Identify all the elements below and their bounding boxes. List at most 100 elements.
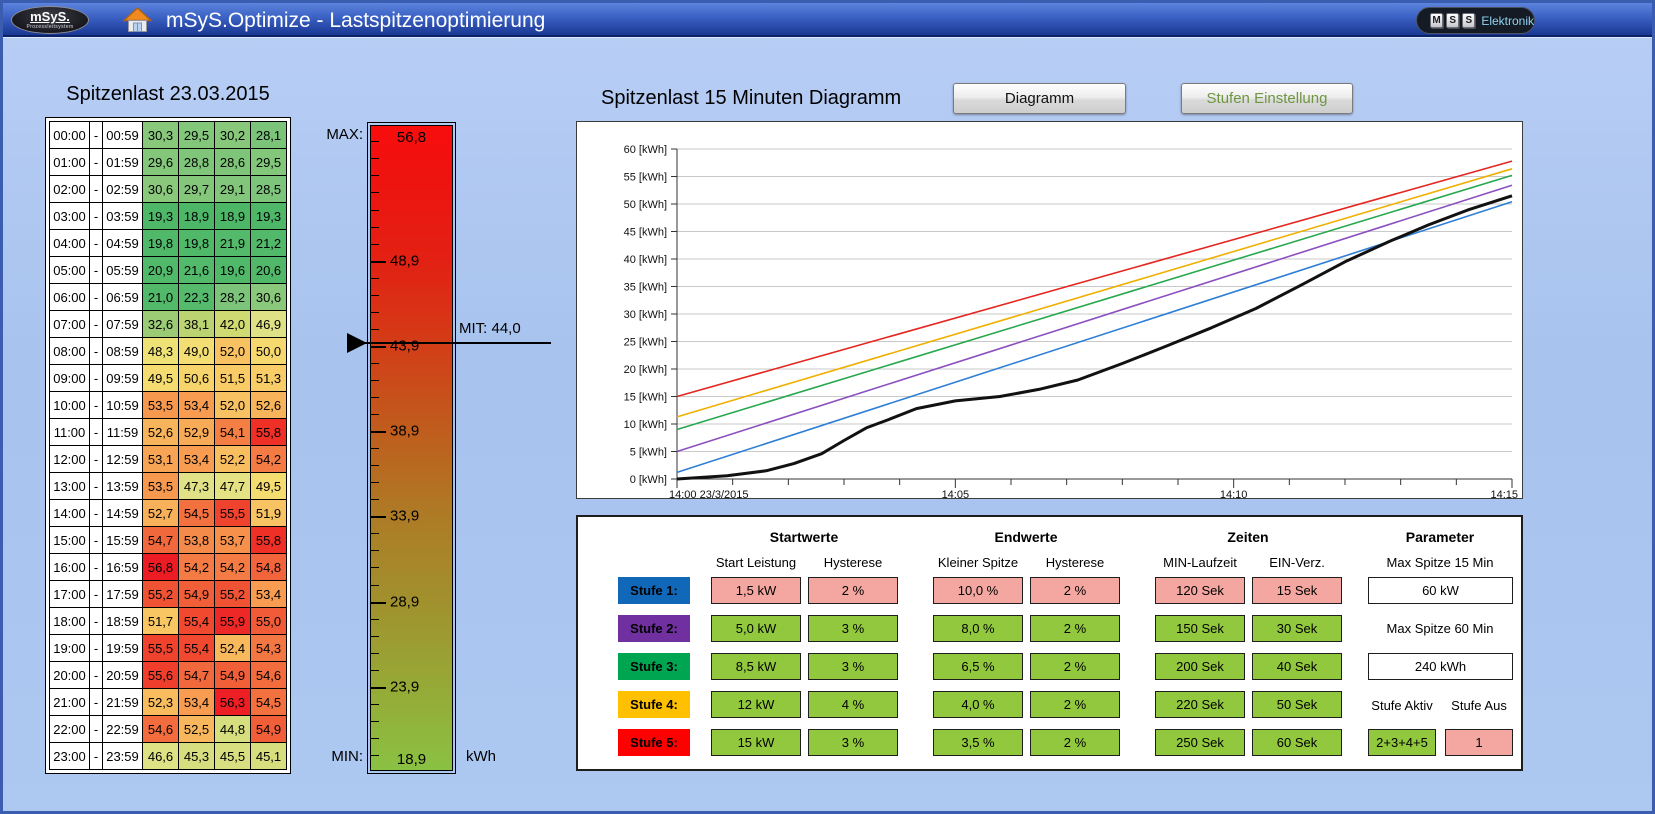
max-spitze-60min-field[interactable]: 240 kWh	[1368, 653, 1513, 680]
stufe5-kleiner-spitze-field[interactable]: 3,5 %	[933, 729, 1023, 756]
load-value-cell: 55,2	[215, 581, 250, 607]
load-value-cell: 19,8	[179, 230, 214, 256]
gauge-tick	[371, 311, 379, 313]
stufe2-hysterese-start-field[interactable]: 3 %	[808, 615, 898, 642]
load-value-cell: 42,0	[215, 311, 250, 337]
stufe2-min-laufzeit-field[interactable]: 150 Sek	[1155, 615, 1245, 642]
stufe1-ein-verz-field[interactable]: 15 Sek	[1252, 577, 1342, 604]
stufe2-kleiner-spitze-field[interactable]: 8,0 %	[933, 615, 1023, 642]
load-value-cell: 53,4	[251, 581, 286, 607]
stufe5-hysterese-end-field[interactable]: 2 %	[1030, 729, 1120, 756]
time-to-cell: 16:59	[103, 554, 142, 580]
time-from-cell: 23:00	[50, 743, 89, 769]
time-from-cell: 16:00	[50, 554, 89, 580]
stufe1-min-laufzeit-field[interactable]: 120 Sek	[1155, 577, 1245, 604]
stufe3-ein-verz-field[interactable]: 40 Sek	[1252, 653, 1342, 680]
time-to-cell: 09:59	[103, 365, 142, 391]
stufe-aktiv-field[interactable]: 2+3+4+5	[1368, 729, 1436, 756]
stufe3-hysterese-start-field[interactable]: 3 %	[808, 653, 898, 680]
gauge-tick	[371, 652, 379, 654]
svg-text:5 [kWh]: 5 [kWh]	[630, 447, 667, 459]
load-value-cell: 29,5	[179, 122, 214, 148]
stufe4-kleiner-spitze-field[interactable]: 4,0 %	[933, 691, 1023, 718]
home-icon[interactable]	[122, 7, 153, 33]
gauge-tick	[371, 328, 379, 330]
load-value-cell: 56,3	[215, 689, 250, 715]
stufe2-start-leistung-field[interactable]: 5,0 kW	[711, 615, 801, 642]
chart-title: Spitzenlast 15 Minuten Diagramm	[601, 87, 902, 109]
stufe5-min-laufzeit-field[interactable]: 250 Sek	[1155, 729, 1245, 756]
stufe1-hysterese-end-field[interactable]: 2 %	[1030, 577, 1120, 604]
stufe3-start-leistung-field[interactable]: 8,5 kW	[711, 653, 801, 680]
time-from-cell: 21:00	[50, 689, 89, 715]
load-value-cell: 45,1	[251, 743, 286, 769]
stufe1-kleiner-spitze-field[interactable]: 10,0 %	[933, 577, 1023, 604]
load-value-cell: 28,5	[251, 176, 286, 202]
gauge-tick	[371, 294, 379, 296]
gauge-tick-label: 28,9	[390, 593, 420, 611]
stufen-einstellung-button[interactable]: Stufen Einstellung	[1181, 83, 1353, 114]
group-header-parameter: Parameter	[1405, 529, 1475, 545]
gauge-max-value: 56,8	[396, 129, 427, 146]
time-from-cell: 11:00	[50, 419, 89, 445]
time-to-cell: 01:59	[103, 149, 142, 175]
gauge-tick	[371, 686, 386, 689]
stufe1-start-leistung-field[interactable]: 1,5 kW	[711, 577, 801, 604]
time-to-cell: 02:59	[103, 176, 142, 202]
load-value-cell: 28,6	[215, 149, 250, 175]
gauge-tick	[371, 379, 379, 381]
window-title: mSyS.Optimize - Lastspitzenoptimierung	[166, 9, 546, 32]
time-dash-cell: -	[90, 500, 102, 526]
stufe4-hysterese-start-field[interactable]: 4 %	[808, 691, 898, 718]
stufe2-hysterese-end-field[interactable]: 2 %	[1030, 615, 1120, 642]
col-header-kleiner-spitze: Kleiner Spitze	[937, 555, 1019, 570]
stufe1-hysterese-start-field[interactable]: 2 %	[808, 577, 898, 604]
gauge-marker-line	[356, 342, 551, 345]
stufe3-kleiner-spitze-field[interactable]: 6,5 %	[933, 653, 1023, 680]
time-to-cell: 08:59	[103, 338, 142, 364]
gauge-tick	[371, 141, 379, 143]
stufe3-hysterese-end-field[interactable]: 2 %	[1030, 653, 1120, 680]
gauge-tick-label: 38,9	[390, 422, 420, 440]
svg-text:25 [kWh]: 25 [kWh]	[624, 337, 667, 349]
time-from-cell: 03:00	[50, 203, 89, 229]
svg-text:55 [kWh]: 55 [kWh]	[624, 172, 667, 184]
series-stufe1-limit	[676, 201, 1513, 474]
gauge-tick	[371, 754, 379, 756]
load-value-cell: 52,9	[179, 419, 214, 445]
time-dash-cell: -	[90, 203, 102, 229]
load-value-cell: 54,1	[215, 419, 250, 445]
time-to-cell: 17:59	[103, 581, 142, 607]
time-dash-cell: -	[90, 149, 102, 175]
time-from-cell: 09:00	[50, 365, 89, 391]
load-value-cell: 55,5	[143, 635, 178, 661]
load-value-cell: 52,0	[215, 392, 250, 418]
series-stufe3-limit	[676, 174, 1513, 431]
stufe3-min-laufzeit-field[interactable]: 200 Sek	[1155, 653, 1245, 680]
stufe4-start-leistung-field[interactable]: 12 kW	[711, 691, 801, 718]
max-spitze-15min-field[interactable]: 60 kW	[1368, 577, 1513, 604]
time-to-cell: 23:59	[103, 743, 142, 769]
stufe-aus-field[interactable]: 1	[1445, 729, 1513, 756]
diagramm-button[interactable]: Diagramm	[953, 83, 1126, 114]
col-header-start-leistung: Start Leistung	[715, 555, 797, 570]
spitzenlast-table: 00:00-00:59 30,3 29,5 30,2 28,1 01:00-01:59 29…	[45, 117, 291, 774]
time-from-cell: 12:00	[50, 446, 89, 472]
stufe4-ein-verz-field[interactable]: 50 Sek	[1252, 691, 1342, 718]
gauge-tick-label: 48,9	[390, 252, 420, 270]
time-from-cell: 05:00	[50, 257, 89, 283]
stufe2-ein-verz-field[interactable]: 30 Sek	[1252, 615, 1342, 642]
stufe5-hysterese-start-field[interactable]: 3 %	[808, 729, 898, 756]
stufe4-min-laufzeit-field[interactable]: 220 Sek	[1155, 691, 1245, 718]
stufe4-hysterese-end-field[interactable]: 2 %	[1030, 691, 1120, 718]
time-dash-cell: -	[90, 392, 102, 418]
time-dash-cell: -	[90, 473, 102, 499]
time-dash-cell: -	[90, 635, 102, 661]
stufe5-start-leistung-field[interactable]: 15 kW	[711, 729, 801, 756]
mss-key-s2: S	[1462, 13, 1476, 28]
time-from-cell: 04:00	[50, 230, 89, 256]
svg-text:60 [kWh]: 60 [kWh]	[624, 144, 667, 156]
gauge-tick	[371, 720, 379, 722]
stufe-3-label: Stufe 3:	[618, 653, 690, 680]
stufe5-ein-verz-field[interactable]: 60 Sek	[1252, 729, 1342, 756]
